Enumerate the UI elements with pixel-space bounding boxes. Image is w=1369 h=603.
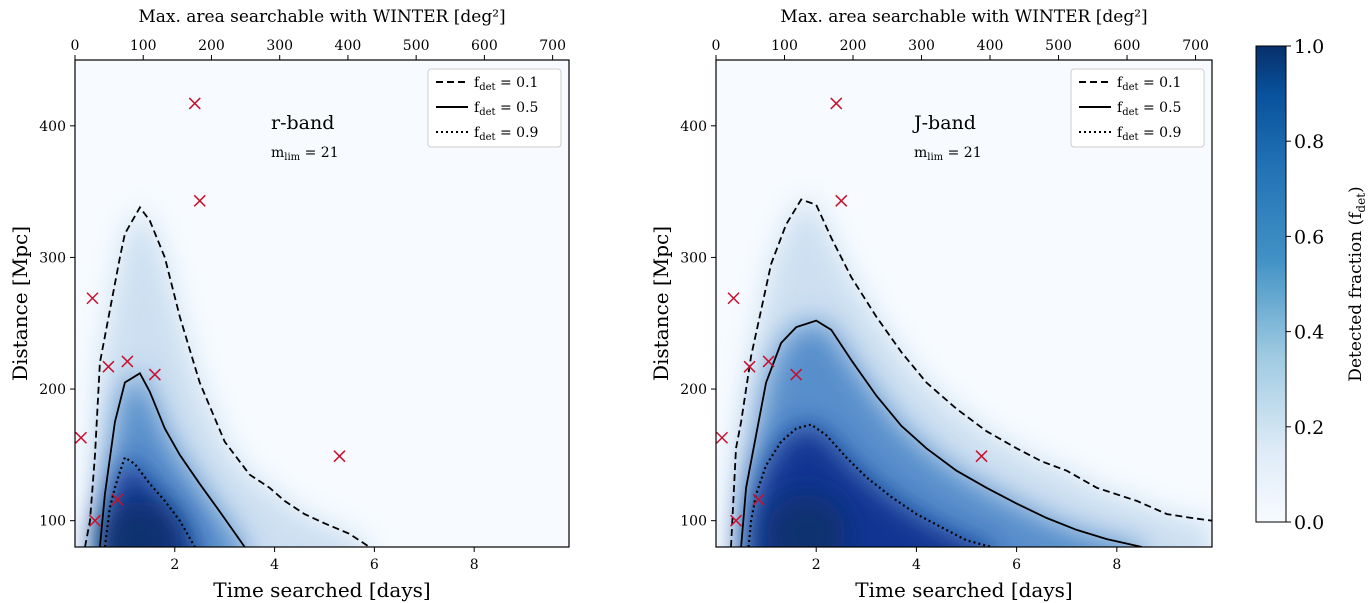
heatmap-peak	[99, 500, 180, 547]
y-tick-label: 100	[39, 514, 66, 530]
event-marker	[727, 292, 740, 305]
contour-lines	[730, 198, 1212, 547]
y-tick-label: 300	[39, 250, 66, 266]
event-marker	[835, 194, 848, 207]
plot-frame	[74, 59, 570, 548]
event-marker	[193, 194, 206, 207]
panel-sublabel: mlim = 21	[914, 145, 982, 163]
x-tick-label: 8	[1112, 557, 1121, 573]
top-x-tick-label: 200	[840, 38, 867, 54]
y-tick-label: 400	[39, 119, 66, 135]
heatmap-peak	[766, 493, 847, 547]
legend: fdet = 0.1 fdet = 0.5 fdet = 0.9	[427, 68, 562, 148]
top-x-tick-label: 200	[198, 38, 225, 54]
heatmap-field	[731, 199, 1212, 547]
top-x-tick-label: 300	[266, 38, 293, 54]
plot-frame	[715, 59, 1213, 548]
colorbar-tick-label: 0.6	[1294, 226, 1324, 248]
top-x-tick-label: 400	[335, 38, 362, 54]
x-tick-label: 6	[370, 557, 379, 573]
legend: fdet = 0.1 fdet = 0.5 fdet = 0.9	[1070, 68, 1205, 148]
top-x-tick-label: 400	[977, 38, 1004, 54]
panel-sublabel: mlim = 21	[271, 145, 339, 163]
contour-solid	[740, 319, 1143, 547]
colorbar-tick-label: 0.0	[1294, 512, 1324, 534]
event-marker	[86, 292, 99, 305]
colorbar-label: Detected fraction (fdet)	[1346, 186, 1368, 381]
event-marker	[975, 450, 988, 463]
x-tick-label: 4	[270, 557, 279, 573]
top-x-tick-label: 300	[908, 38, 935, 54]
x-tick-label: 2	[170, 557, 179, 573]
event-marker	[188, 97, 201, 110]
contour-dashed	[84, 205, 370, 547]
panel-r-band: 2 4 6 8 100 200 300 400 0 100 200 300 400 500 600 700 Ti…	[8, 7, 570, 602]
colorbar-tick-label: 0.2	[1294, 417, 1324, 439]
x-tick-label: 2	[812, 557, 821, 573]
top-x-tick-label: 700	[1182, 38, 1209, 54]
top-x-tick-label: 600	[471, 38, 498, 54]
y-axis-label: Distance [Mpc]	[8, 226, 32, 381]
top-axis-label: Max. area searchable with WINTER [deg²]	[138, 7, 505, 27]
x-tick-label: 8	[470, 557, 479, 573]
x-tick-label: 4	[912, 557, 921, 573]
colorbar-tick-label: 0.8	[1294, 131, 1324, 153]
top-x-tick-label: 500	[403, 38, 430, 54]
top-x-tick-label: 700	[539, 38, 566, 54]
event-marker	[75, 431, 88, 444]
top-x-tick-label: 0	[712, 38, 721, 54]
event-marker	[88, 514, 101, 527]
event-marker	[716, 431, 729, 444]
panel-j-band: 2 4 6 8 100 200 300 400 0 100 200 300 400 500 600 700 Ti…	[649, 7, 1213, 602]
top-x-tick-label: 100	[130, 38, 157, 54]
event-marker	[762, 355, 775, 368]
event-marker	[111, 493, 124, 506]
x-tick-label: 6	[1012, 557, 1021, 573]
top-axis-label: Max. area searchable with WINTER [deg²]	[780, 7, 1147, 27]
axes: 2 4 6 8 100 200 300 400 0 100 200 300 400 500 600 700 Ti…	[649, 7, 1209, 602]
colorbar-ticks: 0.0 0.2 0.4 0.6 0.8 1.0	[1286, 36, 1324, 534]
axes: 2 4 6 8 100 200 300 400 0 100 200 300 400 500 600 700 Ti…	[8, 7, 566, 602]
event-marker	[102, 360, 115, 373]
colorbar-gradient	[1255, 45, 1287, 523]
event-marker	[730, 514, 743, 527]
y-tick-label: 200	[39, 382, 66, 398]
colorbar-tick-label: 1.0	[1294, 36, 1324, 58]
y-tick-label: 100	[680, 514, 707, 530]
event-marker	[830, 97, 843, 110]
contour-dashed	[730, 198, 1212, 547]
event-marker	[121, 355, 134, 368]
event-marker	[148, 368, 161, 381]
event-markers	[716, 97, 988, 527]
event-markers	[75, 97, 346, 527]
panel-label: r-band	[271, 112, 334, 134]
top-x-tick-label: 500	[1045, 38, 1072, 54]
y-tick-label: 300	[680, 250, 707, 266]
y-axis-label: Distance [Mpc]	[649, 226, 673, 381]
x-axis-label: Time searched [days]	[855, 578, 1072, 602]
event-marker	[743, 360, 756, 373]
heatmap-field	[85, 207, 370, 547]
contour-lines	[84, 205, 370, 547]
event-marker	[752, 493, 765, 506]
top-x-tick-label: 0	[71, 38, 80, 54]
event-marker	[333, 450, 346, 463]
panel-label: J-band	[912, 112, 976, 134]
event-marker	[790, 368, 803, 381]
colorbar-tick-label: 0.4	[1294, 322, 1324, 344]
colorbar: 0.0 0.2 0.4 0.6 0.8 1.0 Detected fraction (fd…	[1255, 36, 1368, 534]
top-x-tick-label: 600	[1114, 38, 1141, 54]
x-axis-label: Time searched [days]	[213, 578, 430, 602]
top-x-tick-label: 100	[771, 38, 798, 54]
contour-dotted	[747, 423, 992, 547]
y-tick-label: 400	[680, 119, 707, 135]
y-tick-label: 200	[680, 382, 707, 398]
contour-solid	[99, 372, 246, 547]
